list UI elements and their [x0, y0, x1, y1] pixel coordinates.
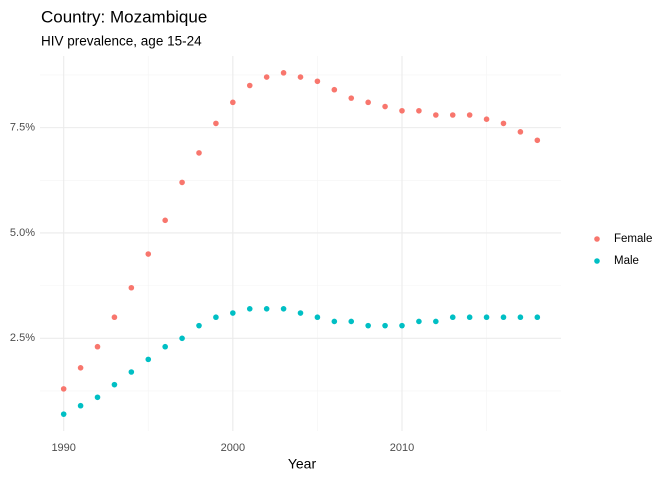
point [94, 394, 101, 401]
point [500, 314, 507, 321]
y-tick-label: 7.5% [10, 122, 35, 134]
point [382, 322, 388, 329]
point [348, 318, 355, 325]
point [263, 306, 270, 312]
x-tick-label: 1990 [51, 442, 75, 454]
point [483, 314, 490, 321]
point [246, 306, 253, 312]
y-tick-label: 5.0% [10, 227, 35, 239]
point [534, 137, 541, 144]
point [263, 74, 270, 80]
point [483, 116, 490, 123]
point [179, 335, 185, 342]
point [314, 78, 321, 85]
point [162, 217, 168, 224]
point [280, 306, 287, 312]
y-tick-label: 2.5% [10, 332, 35, 344]
point [416, 107, 422, 114]
point [280, 70, 287, 76]
point [500, 120, 507, 127]
point [94, 343, 101, 350]
point [449, 314, 456, 321]
point [111, 381, 118, 388]
point [213, 314, 219, 321]
point [365, 322, 371, 329]
point [60, 386, 67, 392]
point [162, 343, 168, 350]
legend-label: Female [614, 233, 652, 245]
point [145, 356, 152, 363]
point [466, 314, 473, 321]
point [449, 112, 456, 118]
point [365, 99, 371, 106]
x-axis-title: Year [288, 456, 317, 472]
legend-swatch [594, 236, 600, 242]
point [230, 310, 236, 316]
chart-subtitle: HIV prevalence, age 15-24 [41, 34, 202, 49]
point [179, 179, 185, 186]
point [517, 314, 524, 321]
legend-label: Male [614, 255, 639, 267]
point [145, 251, 152, 257]
point [196, 150, 202, 156]
point [534, 314, 541, 321]
point [399, 107, 405, 114]
point [128, 369, 135, 375]
point [297, 310, 304, 316]
point [399, 322, 405, 329]
point [77, 364, 84, 371]
point [246, 82, 253, 89]
point [433, 318, 439, 325]
point [331, 318, 338, 325]
point [466, 112, 473, 118]
point [331, 86, 338, 93]
point [348, 95, 355, 101]
point [230, 99, 236, 106]
point [382, 103, 388, 110]
point [314, 314, 321, 321]
point [416, 318, 422, 325]
point [213, 120, 219, 127]
point [77, 402, 84, 409]
legend-swatch [594, 258, 600, 264]
point [111, 314, 118, 321]
point [433, 112, 439, 118]
chart-title: Country: Mozambique [41, 7, 207, 26]
x-tick-label: 2000 [221, 442, 245, 454]
point [196, 322, 202, 329]
point [297, 74, 304, 80]
point [517, 129, 524, 135]
point [60, 411, 67, 417]
x-tick-label: 2010 [390, 442, 414, 454]
point [128, 284, 135, 291]
